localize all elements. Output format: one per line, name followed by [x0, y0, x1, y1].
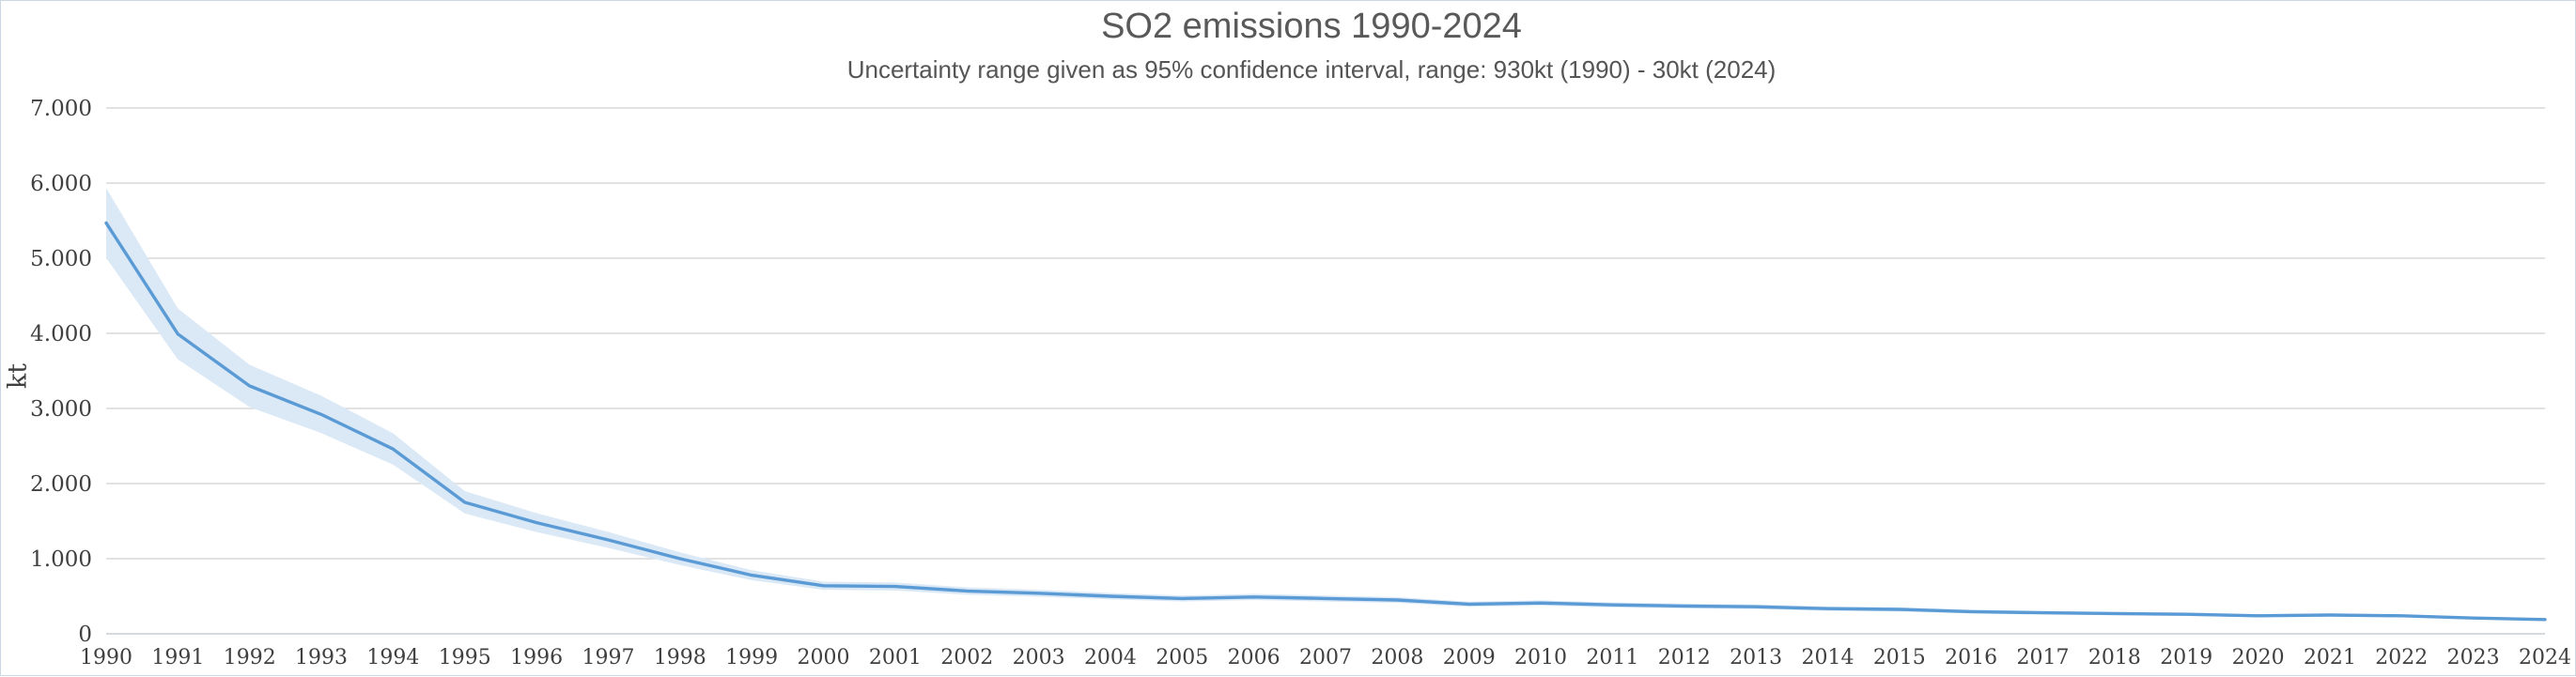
x-tick-label: 2008: [1371, 646, 1423, 669]
x-tick-label: 2004: [1084, 646, 1137, 669]
x-tick-label: 2005: [1156, 646, 1208, 669]
x-tick-label: 1991: [151, 646, 204, 669]
y-tick-label: 0: [78, 623, 92, 647]
y-tick-label: 5.000: [30, 247, 92, 271]
y-tick-label: 2.000: [30, 472, 92, 497]
x-tick-label: 2020: [2232, 646, 2285, 669]
x-tick-label: 2009: [1443, 646, 1496, 669]
x-tick-label: 2016: [1945, 646, 1997, 669]
x-tick-label: 2007: [1299, 646, 1352, 669]
x-tick-label: 2011: [1586, 646, 1638, 669]
emissions-line: [104, 221, 2547, 622]
x-tick-label: 1995: [439, 646, 491, 669]
y-tick-label: 3.000: [30, 397, 92, 422]
x-tick-label: 1997: [582, 646, 634, 669]
y-tick-label: 1.000: [30, 547, 92, 572]
x-tick-label: 2022: [2375, 646, 2428, 669]
x-tick-label: 1996: [510, 646, 563, 669]
x-tick-label: 2021: [2304, 646, 2356, 669]
x-tick-label: 1990: [80, 646, 132, 669]
x-tick-label: 2002: [940, 646, 993, 669]
y-tick-label: 4.000: [30, 322, 92, 346]
y-tick-label: 6.000: [30, 172, 92, 196]
x-tick-label: 2006: [1228, 646, 1280, 669]
x-tick-label: 2015: [1873, 646, 1926, 669]
x-tick-label: 1993: [295, 646, 348, 669]
x-tick-label: 2000: [798, 646, 850, 669]
x-tick-label: 2014: [1801, 646, 1854, 669]
x-tick-label: 2012: [1658, 646, 1711, 669]
x-tick-label: 1998: [654, 646, 706, 669]
x-tick-label: 1994: [366, 646, 419, 669]
x-tick-label: 2023: [2447, 646, 2500, 669]
x-tick-label: 2013: [1730, 646, 1782, 669]
chart-subtitle: Uncertainty range given as 95% confidenc…: [846, 55, 1777, 84]
x-tick-label: 2010: [1514, 646, 1567, 669]
y-tick-label: 7.000: [30, 97, 92, 121]
x-tick-label: 2003: [1013, 646, 1065, 669]
chart-title: SO2 emissions 1990-2024: [1101, 7, 1522, 46]
x-tick-label: 1992: [224, 646, 276, 669]
x-tick-label: 1999: [725, 646, 778, 669]
x-tick-label: 2019: [2160, 646, 2212, 669]
x-tick-label: 2018: [2088, 646, 2141, 669]
x-tick-label: 2001: [869, 646, 922, 669]
x-tick-label: 2024: [2519, 646, 2571, 669]
x-tick-label: 2017: [2017, 646, 2070, 669]
uncertainty-band: [106, 188, 2545, 622]
